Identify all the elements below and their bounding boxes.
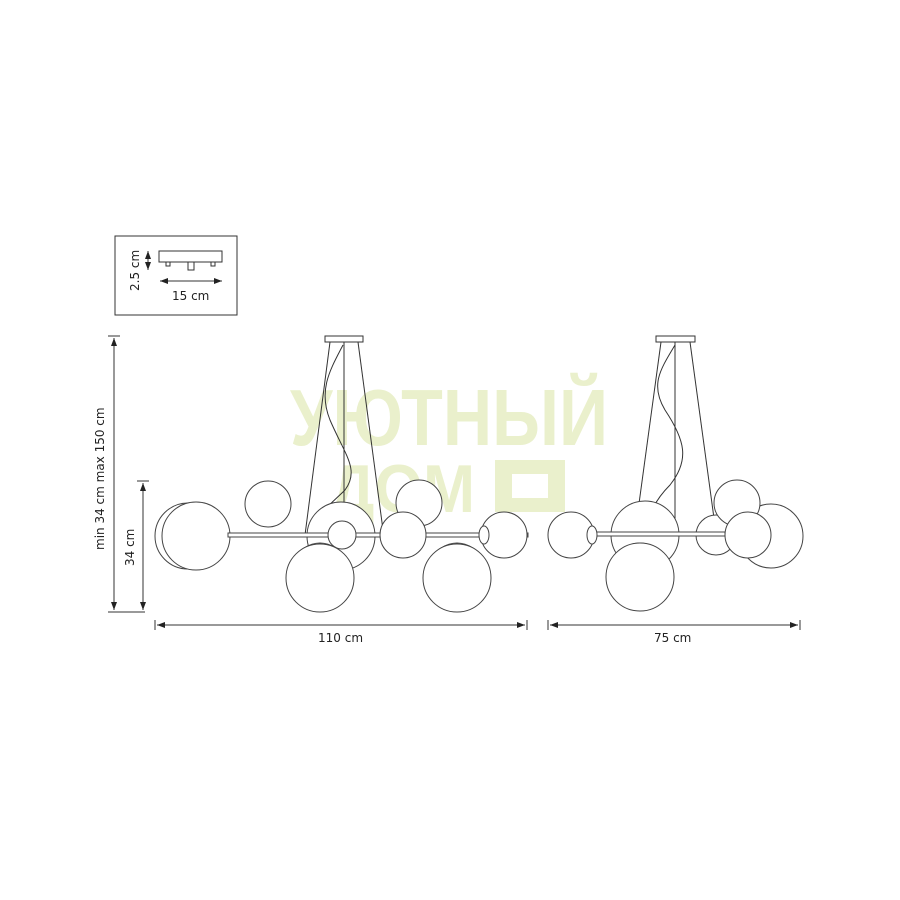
total-height-label: min 34 cm max 150 cm — [93, 407, 107, 550]
canopy-width-label: 15 cm — [172, 289, 209, 303]
house-logo-icon — [495, 460, 565, 512]
watermark-line1: УЮТНЫЙ — [290, 372, 608, 462]
front-view: min 34 cm max 150 cm 34 cm 110 cm — [93, 335, 529, 645]
side-view: 75 cm — [547, 335, 804, 645]
body-height-label: 34 cm — [123, 529, 137, 566]
canopy-inset: 2.5 cm 15 cm — [114, 235, 238, 316]
canopy-height-label: 2.5 cm — [128, 250, 142, 291]
front-width-label: 110 cm — [318, 631, 363, 645]
side-width-label: 75 cm — [654, 631, 691, 645]
